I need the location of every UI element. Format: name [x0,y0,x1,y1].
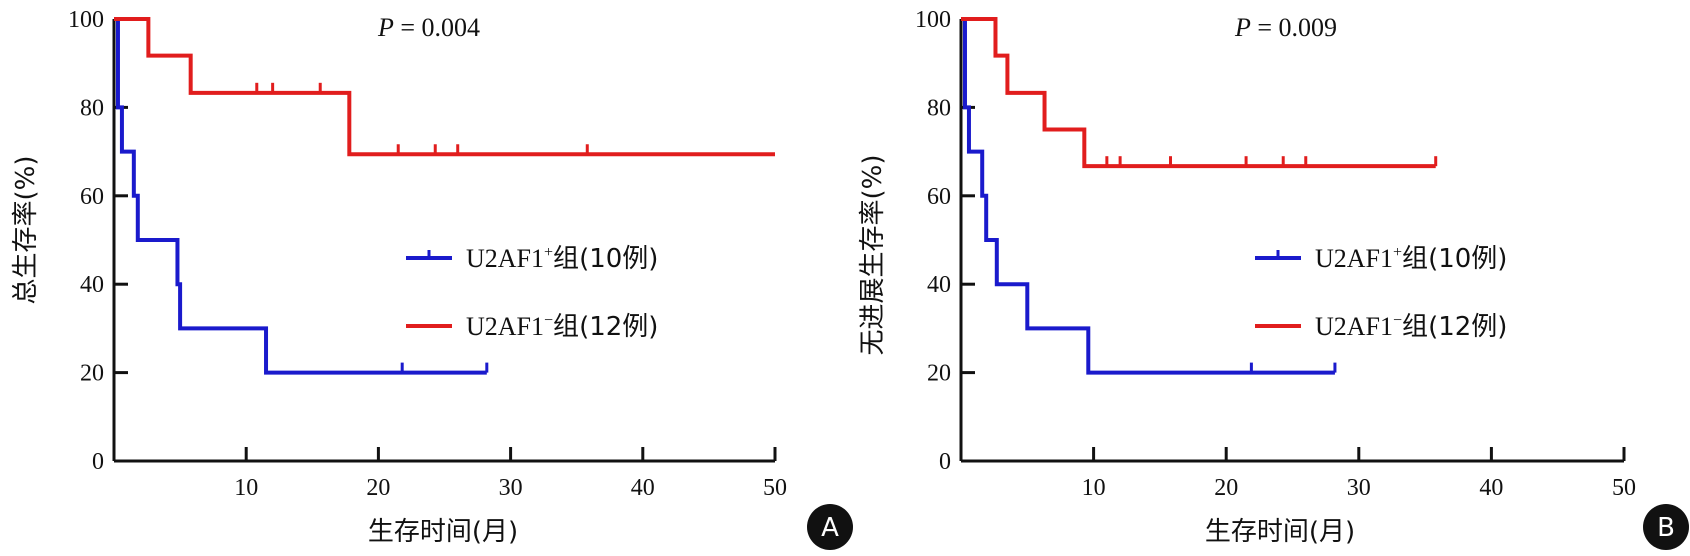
km-step-line [114,17,487,375]
panel-b-km-chart: 无进展生存率(%) 生存时间(月) P = 0.009 U2AF1+组(10例)… [858,7,1689,550]
panel-letter-circle [1643,504,1689,550]
y-tick-label: 0 [92,449,104,475]
legend-label-negative: U2AF1−组(12例) [1315,312,1507,342]
legend: U2AF1+组(10例) U2AF1−组(12例) [1255,244,1507,342]
x-tick-label: 40 [631,475,655,501]
axes: 0 20 40 60 80 100 10 20 30 40 50 [915,7,1636,501]
km-series-u2af1-positive [961,17,1337,375]
y-tick-label: 80 [927,95,951,121]
x-axis-title: 生存时间(月) [368,517,518,547]
p-value: P = 0.004 [377,13,480,42]
x-axis-title: 生存时间(月) [1205,517,1355,547]
legend-entry-u2af1-positive: U2AF1+组(10例) [1255,244,1507,274]
y-tick-label: 40 [80,272,104,298]
km-series-u2af1-positive [114,17,489,375]
x-tick-label: 10 [1082,475,1106,501]
legend-label-positive: U2AF1+组(10例) [466,244,658,274]
axes: 0 20 40 60 80 100 10 20 30 40 50 [68,7,787,501]
x-tick-label: 50 [1612,475,1636,501]
panel-a-km-chart: 总生存率(%) 生存时间(月) P = 0.004 U2AF1+组(10例) U… [11,7,853,550]
y-tick-label: 60 [80,184,104,210]
legend-label-negative: U2AF1−组(12例) [466,312,658,342]
km-step-line [114,17,775,157]
km-series-u2af1-negative [114,17,775,157]
y-axis-title: 无进展生存率(%) [858,155,888,356]
legend-entry-u2af1-negative: U2AF1−组(12例) [406,312,658,342]
x-tick-label: 40 [1479,475,1503,501]
panel-letter: A [821,513,839,543]
km-series-u2af1-negative [961,17,1438,169]
x-tick-label: 50 [763,475,787,501]
y-tick-label: 100 [915,7,951,33]
y-tick-label: 20 [80,361,104,387]
p-value: P = 0.009 [1234,13,1337,42]
y-axis-title: 总生存率(%) [11,156,41,305]
x-tick-label: 20 [366,475,390,501]
panel-letter-circle [807,504,853,550]
y-tick-label: 80 [80,95,104,121]
x-tick-label: 10 [234,475,258,501]
y-tick-label: 40 [927,272,951,298]
legend: U2AF1+组(10例) U2AF1−组(12例) [406,244,658,342]
y-tick-label: 20 [927,361,951,387]
y-tick-label: 100 [68,7,104,33]
legend-entry-u2af1-positive: U2AF1+组(10例) [406,244,658,274]
x-tick-label: 30 [1347,475,1371,501]
legend-entry-u2af1-negative: U2AF1−组(12例) [1255,312,1507,342]
panel-letter: B [1657,513,1675,543]
panel-letter-badge: A [807,504,853,550]
x-tick-label: 30 [499,475,523,501]
km-step-line [961,17,1436,169]
y-tick-label: 0 [939,449,951,475]
km-step-line [961,17,1335,375]
y-tick-label: 60 [927,184,951,210]
panel-letter-badge: B [1643,504,1689,550]
x-tick-label: 20 [1214,475,1238,501]
legend-label-positive: U2AF1+组(10例) [1315,244,1507,274]
